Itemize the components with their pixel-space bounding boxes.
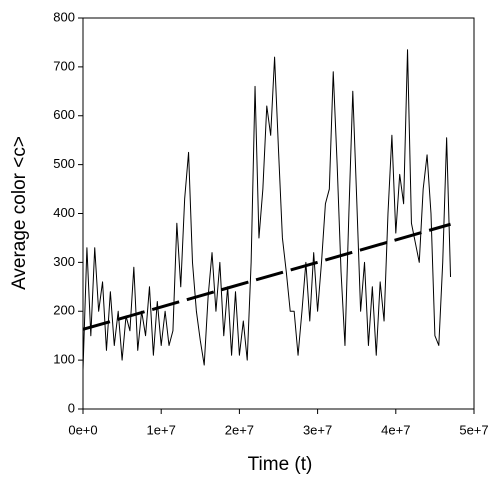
x-axis-title: Time (t): [248, 454, 313, 475]
x-tick-label: 4e+7: [381, 422, 410, 437]
y-tick-label: 800: [53, 9, 75, 24]
y-tick-label: 300: [53, 254, 75, 269]
x-tick-label: 1e+7: [147, 422, 176, 437]
x-tick-label: 2e+7: [225, 422, 254, 437]
x-tick-label: 3e+7: [303, 422, 332, 437]
x-tick-label: 5e+7: [459, 422, 488, 437]
y-tick-label: 700: [53, 58, 75, 73]
y-tick-label: 500: [53, 156, 75, 171]
y-tick-label: 200: [53, 303, 75, 318]
plot-frame: [82, 17, 475, 410]
y-tick-label: 0: [68, 400, 75, 415]
y-axis-title: Average color <c>: [9, 136, 30, 290]
data-line: [82, 49, 452, 370]
y-tick-label: 600: [53, 107, 75, 122]
y-tick-label: 100: [53, 352, 75, 367]
y-tick-label: 400: [53, 205, 75, 220]
trend-line: [82, 222, 451, 331]
x-tick-label: 0e+0: [68, 422, 97, 437]
